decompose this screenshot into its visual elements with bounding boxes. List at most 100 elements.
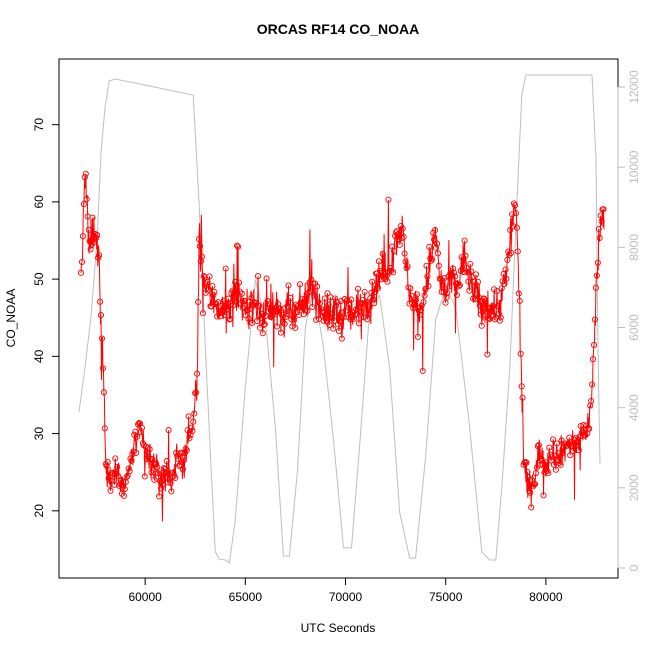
co-point — [423, 262, 430, 269]
co-point — [351, 315, 358, 322]
co-point — [323, 317, 330, 324]
co-point — [81, 174, 88, 181]
co-point — [461, 237, 468, 244]
co-point — [575, 447, 582, 454]
co-point — [321, 295, 328, 302]
co-point — [314, 283, 321, 290]
co-point — [200, 273, 207, 280]
co-point — [474, 278, 481, 285]
co-point — [83, 196, 90, 203]
co-point — [450, 265, 457, 272]
co-point — [393, 228, 401, 235]
co-point — [273, 304, 280, 311]
co-point — [324, 290, 331, 297]
co-point — [120, 492, 127, 499]
co-point — [149, 456, 156, 463]
co-point — [509, 211, 516, 218]
co-point — [420, 298, 427, 306]
co-point — [412, 304, 419, 311]
co-point — [540, 492, 547, 499]
co-point — [501, 280, 508, 288]
co-point — [368, 289, 375, 296]
co-point — [439, 281, 446, 288]
co-point — [494, 303, 501, 310]
co-point — [133, 449, 140, 456]
co-point — [326, 321, 333, 328]
co-point — [431, 236, 438, 243]
y-tick-label: 70 — [32, 118, 46, 132]
co-point — [513, 224, 520, 231]
co-point — [462, 252, 469, 259]
co-point — [523, 459, 530, 466]
co-point — [100, 389, 107, 396]
co-point — [488, 308, 495, 315]
co-point — [291, 316, 298, 323]
co-point — [370, 296, 377, 303]
co-point — [437, 275, 444, 283]
co-point — [417, 306, 424, 313]
co-point — [345, 314, 352, 321]
co-point — [464, 269, 471, 276]
co-point — [497, 314, 504, 321]
co-point — [511, 202, 519, 209]
co-point — [221, 311, 228, 318]
co-point — [115, 473, 122, 480]
y-tick-label: 30 — [32, 427, 46, 441]
co-point — [548, 457, 555, 464]
co-point — [407, 285, 414, 292]
co-point — [155, 470, 162, 477]
co-point — [341, 296, 348, 303]
co-point — [281, 320, 288, 327]
co-point — [196, 243, 204, 250]
co-point — [434, 250, 441, 257]
co-point — [298, 295, 305, 302]
co-point — [455, 283, 462, 290]
co-point — [375, 258, 382, 265]
co-point — [299, 299, 306, 306]
co-point — [516, 297, 523, 304]
co-point — [287, 294, 294, 302]
co-point — [199, 310, 206, 317]
co-point — [322, 315, 329, 322]
co-point — [156, 493, 163, 500]
y2-axis: 0 2000 4000 6000 8000 10000 12000 — [617, 70, 641, 571]
co-point — [374, 285, 382, 292]
x-tick-label: 65000 — [229, 590, 263, 604]
co-point — [78, 258, 86, 266]
co-point — [106, 481, 113, 488]
co-point — [466, 287, 473, 294]
co-point — [467, 260, 474, 268]
co-point — [137, 428, 145, 436]
co-point — [292, 324, 299, 331]
co-point — [148, 469, 155, 476]
co-point — [189, 427, 196, 434]
co-point — [568, 442, 575, 450]
y2-tick-label: 0 — [627, 564, 641, 571]
co-point — [153, 461, 160, 468]
y2-tick-label: 10000 — [627, 150, 641, 184]
co-point — [549, 453, 556, 460]
co-point — [134, 433, 141, 440]
co-point — [440, 289, 447, 296]
co-point — [418, 302, 425, 309]
co-point — [176, 462, 183, 469]
co-point — [119, 478, 126, 485]
co-point — [401, 250, 408, 257]
co-point — [126, 468, 133, 475]
co-point — [546, 444, 553, 451]
co-point — [333, 302, 340, 309]
co-point — [498, 285, 505, 292]
co-point — [582, 432, 589, 439]
co-point — [353, 310, 361, 317]
co-point — [435, 262, 442, 269]
co-point — [234, 242, 241, 249]
co-point — [535, 442, 542, 449]
co-point — [577, 423, 584, 430]
altitude-line — [78, 74, 601, 565]
x-tick-label: 60000 — [128, 590, 162, 604]
co-point — [254, 273, 262, 280]
co-point — [600, 206, 607, 213]
co-point — [388, 267, 395, 274]
co-point — [151, 476, 158, 483]
co-point — [518, 383, 525, 390]
